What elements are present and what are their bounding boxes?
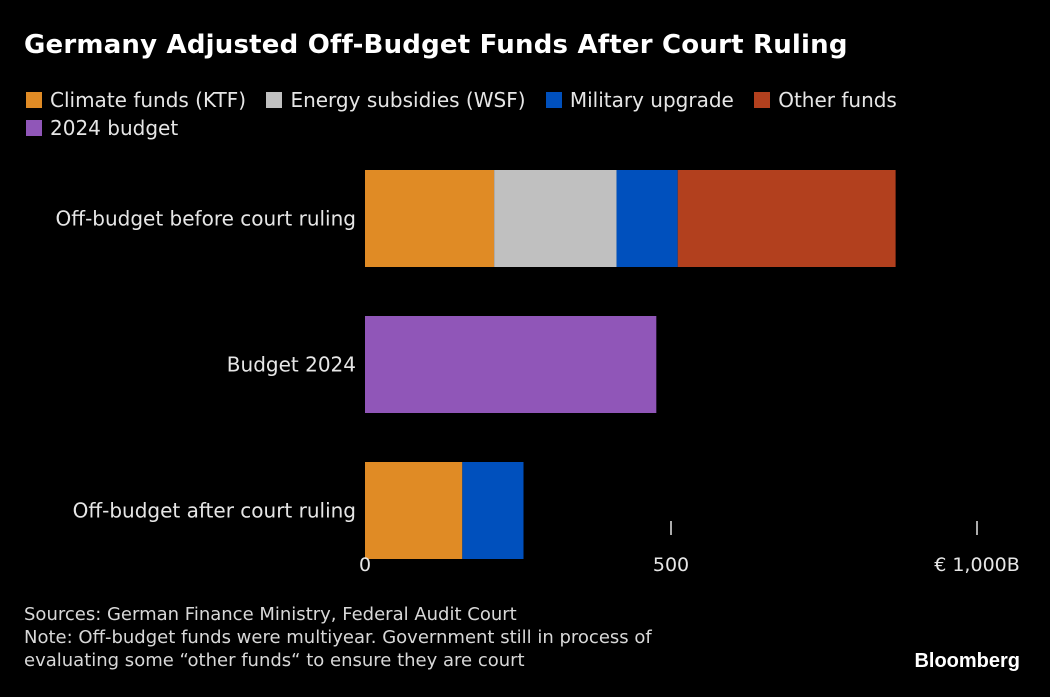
bar-segment-energy-subsidies-wsf [494,170,617,267]
sources-text: Sources: German Finance Ministry, Federa… [24,604,517,625]
category-label: Off-budget after court ruling [73,499,356,523]
legend-item-energy-subsidies: Energy subsidies (WSF) [266,86,526,114]
legend-item-climate-funds: Climate funds (KTF) [26,86,246,114]
legend-swatch [266,92,283,108]
bar-segment-climate-funds-ktf [365,170,495,267]
bar-segment-2024-budget [365,316,657,413]
legend-swatch [754,92,771,108]
bar-chart: Off-budget before court ruling Budget 202… [56,170,1020,576]
chart-title: Germany Adjusted Off-Budget Funds After … [24,30,848,60]
legend-swatch [545,92,562,108]
bloomberg-logo: Bloomberg [914,650,1020,672]
bar-segment-climate-funds-ktf [365,462,463,559]
footer: Sources: German Finance Ministry, Federa… [24,603,784,672]
bar-segment-other-funds [677,170,896,267]
note-text-line-2: evaluating some “other funds“ to ensure … [24,650,525,671]
legend-swatch [26,92,42,108]
bar-segment-military-upgrade [462,462,524,559]
legend-swatch [26,120,42,136]
x-tick-label: 0 [359,554,371,576]
legend-item-2024-budget: 2024 budget [26,114,178,142]
legend-item-military-upgrade: Military upgrade [545,86,734,114]
category-label: Off-budget before court ruling [56,207,356,231]
legend: Climate funds (KTF) Energy subsidies (WS… [26,86,986,142]
category-label: Budget 2024 [227,353,356,377]
x-tick-label: € 1,000B [934,554,1020,576]
bar-segment-military-upgrade [616,170,678,267]
note-text-line-1: Note: Off-budget funds were multiyear. G… [24,627,652,648]
legend-item-other-funds: Other funds [754,86,897,114]
x-tick-label: 500 [653,554,689,576]
